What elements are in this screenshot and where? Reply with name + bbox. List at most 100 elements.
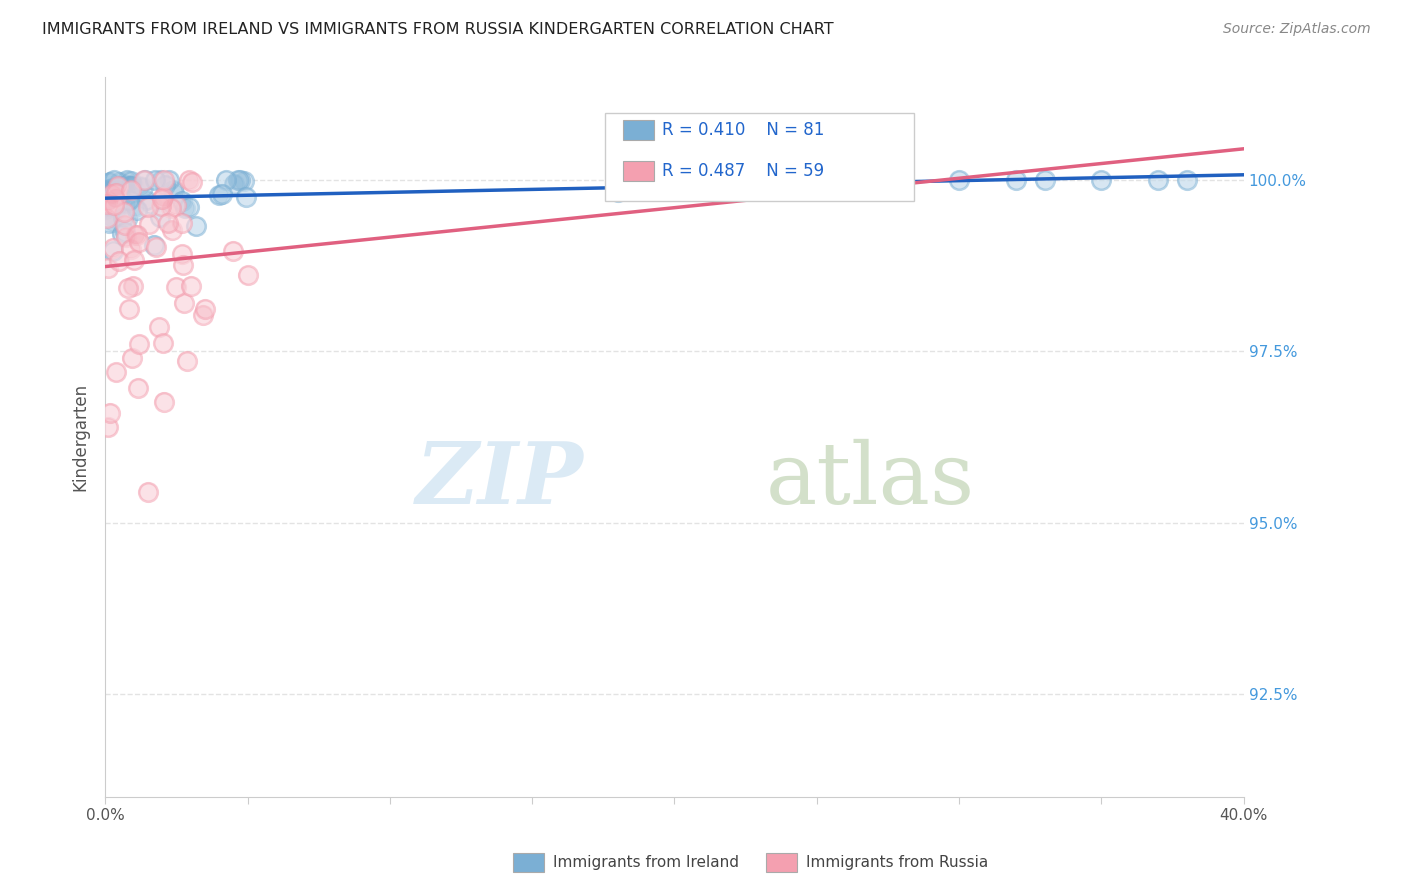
Point	[98, 194, 121, 208]
Point	[149, 210, 172, 224]
Point	[156, 216, 179, 230]
Point	[150, 173, 173, 187]
Point	[96, 211, 118, 226]
Point	[177, 200, 200, 214]
Point	[806, 173, 828, 187]
Point	[139, 197, 162, 211]
Point	[806, 173, 828, 187]
Point	[194, 301, 217, 316]
Point	[173, 296, 195, 310]
Point	[152, 336, 174, 351]
Point	[145, 240, 167, 254]
Point	[948, 173, 970, 187]
Point	[118, 178, 141, 193]
Point	[211, 186, 233, 201]
Point	[112, 211, 135, 225]
Point	[162, 183, 184, 197]
Point	[181, 175, 204, 189]
Point	[112, 211, 135, 225]
Text: IMMIGRANTS FROM IRELAND VS IMMIGRANTS FROM RUSSIA KINDERGARTEN CORRELATION CHART: IMMIGRANTS FROM IRELAND VS IMMIGRANTS FR…	[42, 22, 834, 37]
Point	[96, 203, 118, 218]
Point	[124, 200, 146, 214]
Point	[115, 212, 138, 227]
Y-axis label: Kindergarten: Kindergarten	[72, 383, 89, 491]
Point	[184, 219, 207, 234]
Point	[115, 230, 138, 244]
Point	[226, 173, 249, 187]
Point	[129, 179, 152, 194]
Point	[117, 280, 139, 294]
Point	[98, 196, 121, 211]
Point	[115, 173, 138, 187]
Point	[862, 173, 884, 187]
Point	[104, 186, 127, 200]
Point	[1090, 173, 1112, 187]
Point	[150, 192, 173, 206]
Point	[121, 351, 143, 366]
Text: R = 0.410    N = 81: R = 0.410 N = 81	[662, 121, 824, 139]
Point	[148, 320, 170, 334]
Point	[121, 279, 143, 293]
Point	[181, 175, 204, 189]
Point	[211, 186, 233, 201]
Point	[104, 186, 127, 200]
Point	[105, 365, 128, 379]
Point	[1147, 173, 1170, 187]
Point	[114, 225, 136, 239]
Point	[172, 216, 194, 230]
Point	[134, 173, 156, 187]
Point	[163, 186, 186, 200]
Point	[664, 178, 686, 192]
Point	[98, 175, 121, 189]
Text: ZIP: ZIP	[416, 439, 583, 522]
Point	[121, 174, 143, 188]
Point	[117, 280, 139, 294]
Point	[235, 189, 257, 203]
Point	[174, 201, 197, 215]
Point	[118, 194, 141, 208]
Point	[150, 173, 173, 187]
Point	[128, 337, 150, 351]
Point	[157, 173, 180, 187]
Point	[160, 222, 183, 236]
Point	[138, 217, 160, 231]
Point	[98, 406, 121, 420]
Point	[115, 230, 138, 244]
Point	[150, 199, 173, 213]
Point	[118, 178, 141, 193]
Point	[97, 260, 120, 275]
Point	[128, 235, 150, 250]
Point	[97, 260, 120, 275]
Point	[121, 174, 143, 188]
Point	[97, 192, 120, 206]
Text: Immigrants from Russia: Immigrants from Russia	[806, 855, 988, 870]
Point	[136, 200, 159, 214]
Point	[115, 173, 138, 187]
Point	[124, 227, 146, 242]
Point	[139, 197, 162, 211]
Point	[111, 190, 134, 204]
Point	[115, 212, 138, 227]
Point	[163, 186, 186, 200]
Point	[127, 202, 149, 217]
Point	[153, 173, 176, 187]
Point	[172, 258, 194, 272]
Point	[114, 178, 136, 192]
Point	[152, 336, 174, 351]
Point	[96, 184, 118, 198]
Point	[138, 217, 160, 231]
Point	[120, 178, 142, 193]
Point	[120, 184, 142, 198]
Point	[235, 189, 257, 203]
Point	[135, 193, 157, 207]
Point	[107, 178, 129, 193]
Point	[96, 197, 118, 211]
Point	[150, 192, 173, 206]
Point	[98, 187, 121, 202]
Point	[1175, 173, 1198, 187]
Point	[128, 337, 150, 351]
Point	[108, 253, 131, 268]
Point	[101, 241, 124, 255]
Point	[806, 173, 828, 187]
Point	[132, 173, 155, 187]
